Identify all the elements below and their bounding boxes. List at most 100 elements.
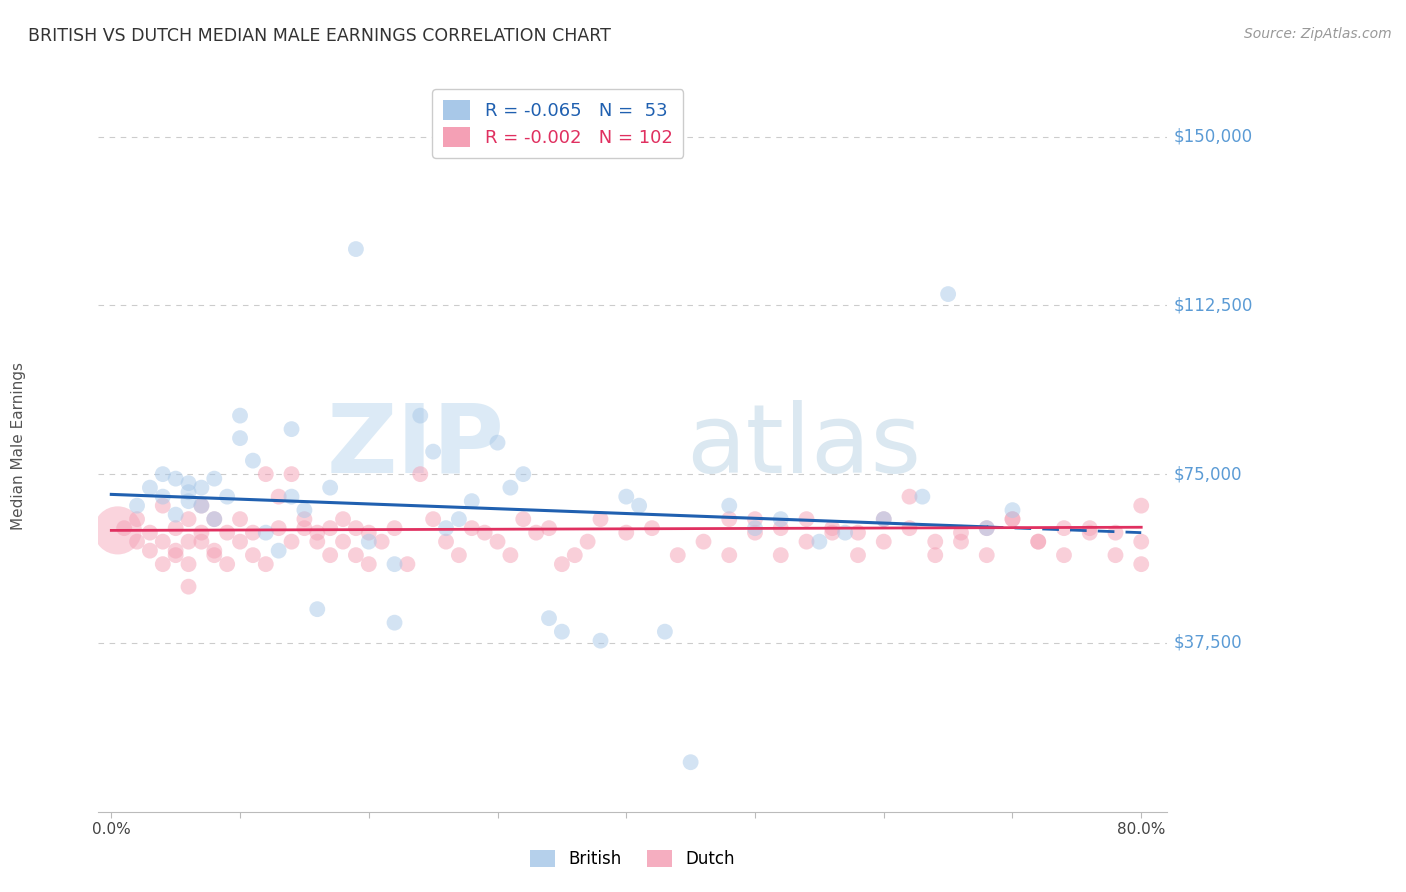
Text: $75,000: $75,000 (1174, 465, 1243, 483)
Point (796, 534, 818, 549)
Point (422, 444, 444, 458)
Text: $112,500: $112,500 (1174, 296, 1253, 314)
Point (447, 548, 470, 562)
Point (976, 521, 998, 535)
Point (217, 490, 239, 504)
Point (384, 521, 406, 535)
Point (139, 543, 162, 558)
Point (1001, 512, 1024, 526)
Point (139, 481, 162, 495)
Point (976, 521, 998, 535)
Point (280, 534, 302, 549)
Point (165, 548, 187, 562)
Point (294, 503, 316, 517)
Point (125, 512, 148, 526)
Point (537, 611, 560, 625)
Point (821, 521, 844, 535)
Point (1078, 521, 1101, 535)
Point (280, 467, 302, 482)
Point (898, 490, 921, 504)
Point (332, 512, 354, 526)
Point (107, 524, 129, 538)
Text: ZIP: ZIP (326, 400, 505, 492)
Point (551, 557, 574, 571)
Point (242, 525, 264, 540)
Point (177, 476, 200, 491)
Point (1026, 534, 1049, 549)
Point (1104, 525, 1126, 540)
Point (692, 534, 714, 549)
Point (422, 512, 444, 526)
Point (229, 409, 252, 423)
Point (718, 548, 741, 562)
Point (486, 435, 509, 450)
Point (294, 512, 316, 526)
Point (319, 521, 342, 535)
Point (1130, 499, 1153, 513)
Point (769, 521, 792, 535)
Point (357, 557, 380, 571)
Point (396, 557, 419, 571)
Point (319, 481, 342, 495)
Point (499, 481, 522, 495)
Point (202, 512, 225, 526)
Point (898, 521, 921, 535)
Text: BRITISH VS DUTCH MEDIAN MALE EARNINGS CORRELATION CHART: BRITISH VS DUTCH MEDIAN MALE EARNINGS CO… (28, 27, 612, 45)
Text: Median Male Earnings: Median Male Earnings (11, 362, 25, 530)
Point (1026, 534, 1049, 549)
Point (461, 521, 484, 535)
Point (434, 521, 457, 535)
Point (125, 499, 148, 513)
Point (666, 548, 689, 562)
Point (307, 534, 329, 549)
Point (924, 534, 946, 549)
Point (936, 287, 959, 301)
Point (384, 615, 406, 630)
Point (190, 534, 212, 549)
Point (307, 525, 329, 540)
Point (873, 534, 896, 549)
Point (1130, 534, 1153, 549)
Point (202, 543, 225, 558)
Point (641, 521, 664, 535)
Point (821, 525, 844, 540)
Point (409, 409, 432, 423)
Point (307, 602, 329, 616)
Point (576, 534, 599, 549)
Point (949, 525, 972, 540)
Point (344, 521, 367, 535)
Point (217, 557, 239, 571)
Text: Source: ZipAtlas.com: Source: ZipAtlas.com (1244, 27, 1392, 41)
Point (229, 534, 252, 549)
Point (177, 494, 200, 508)
Point (344, 242, 367, 256)
Point (344, 548, 367, 562)
Point (280, 422, 302, 436)
Point (165, 508, 187, 522)
Point (744, 521, 766, 535)
Point (177, 485, 200, 500)
Point (384, 557, 406, 571)
Point (254, 525, 277, 540)
Point (165, 472, 187, 486)
Point (447, 512, 470, 526)
Point (846, 548, 869, 562)
Point (357, 525, 380, 540)
Point (589, 512, 612, 526)
Text: $150,000: $150,000 (1174, 128, 1253, 145)
Point (152, 467, 174, 482)
Point (628, 499, 651, 513)
Point (654, 624, 676, 639)
Point (461, 494, 484, 508)
Point (1078, 525, 1101, 540)
Point (744, 512, 766, 526)
Point (911, 490, 934, 504)
Point (190, 499, 212, 513)
Point (370, 534, 392, 549)
Point (177, 580, 200, 594)
Point (267, 490, 290, 504)
Legend: British, Dutch: British, Dutch (524, 843, 741, 875)
Point (267, 521, 290, 535)
Point (177, 512, 200, 526)
Point (319, 548, 342, 562)
